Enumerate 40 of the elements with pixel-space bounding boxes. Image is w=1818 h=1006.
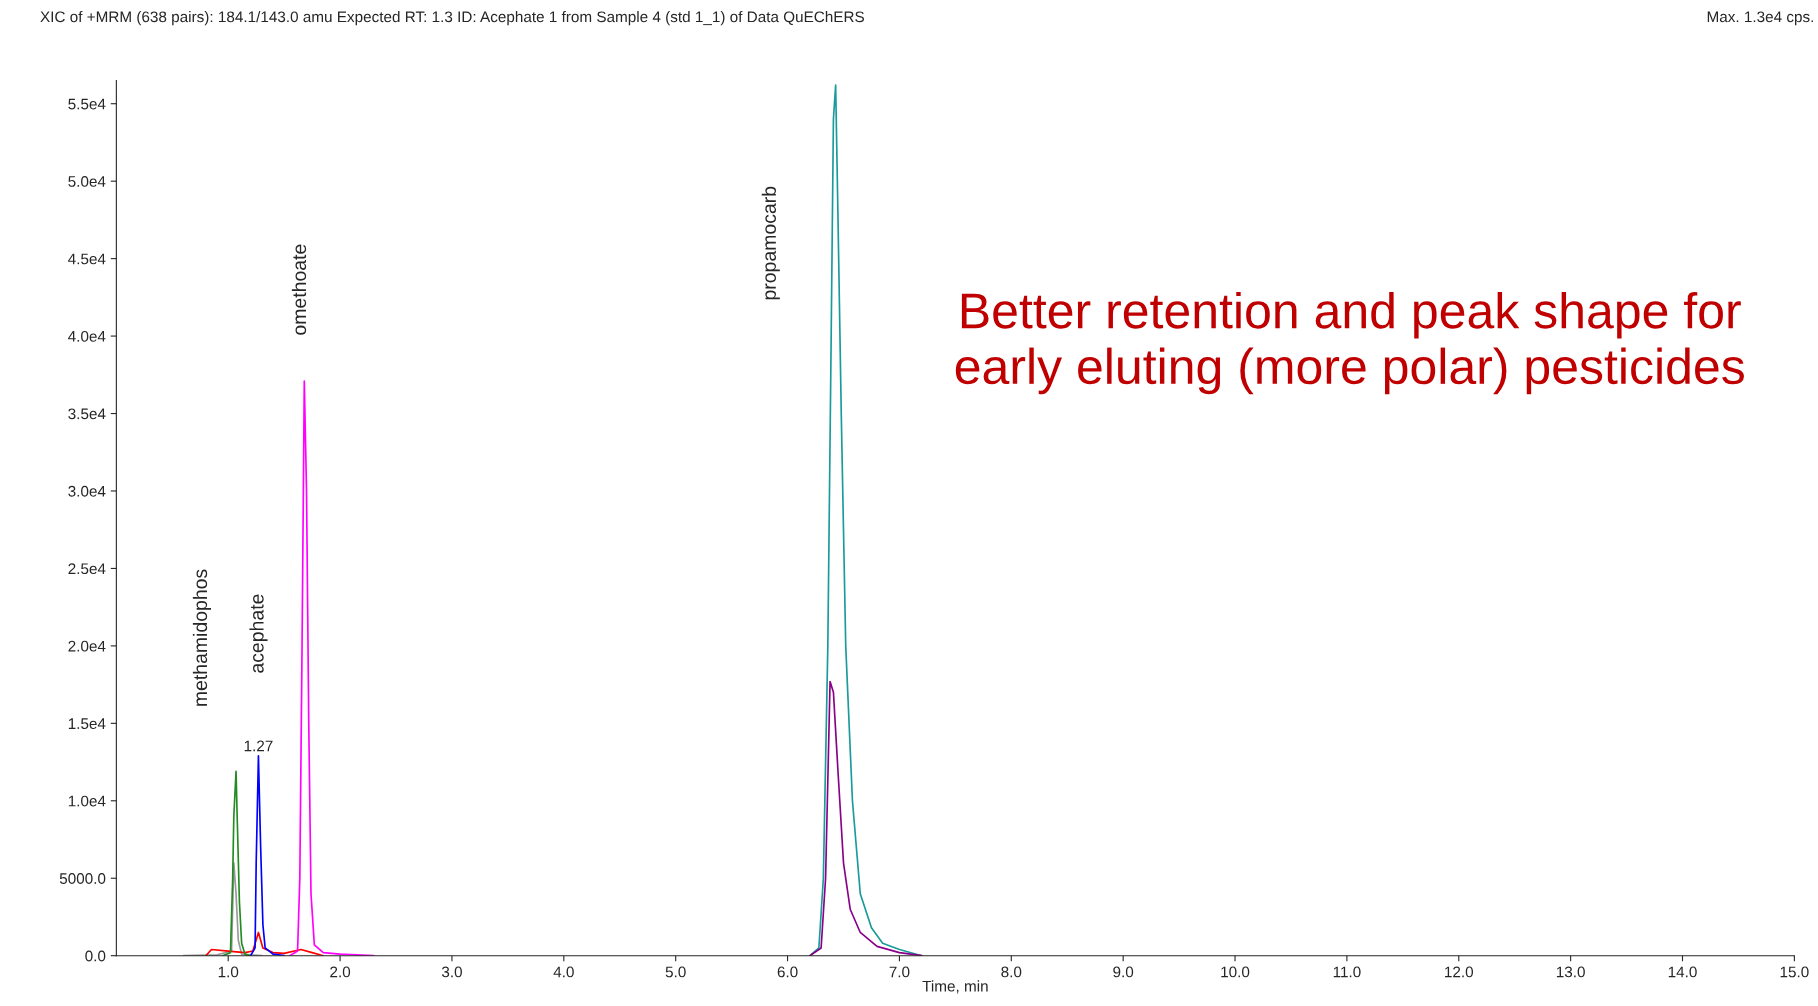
y-tick-label: 5.5e4 <box>68 98 106 110</box>
annotation: propamocarb <box>761 186 780 300</box>
x-tick-label: 12.0 <box>1445 966 1474 978</box>
line-series <box>249 755 285 956</box>
y-tick-label: 4.5e4 <box>68 253 106 265</box>
x-tick-label: 3.0 <box>441 966 462 978</box>
annotation: Better retention and peak shape for early eluting (more polar) pesticides <box>955 291 1744 395</box>
annotation: methamidophos <box>192 569 211 706</box>
annotation: 1.27 <box>244 740 273 752</box>
text: Max. 1.3e4 cps. <box>1707 11 1813 26</box>
y-tick-label: 3.0e4 <box>68 485 106 497</box>
annotation: omethoate <box>291 244 307 335</box>
x-tick-label: 14.0 <box>1668 966 1697 978</box>
x-tick-label: 7.0 <box>889 966 910 978</box>
x-axis-title: Time, min <box>922 980 988 994</box>
line-series <box>809 84 923 956</box>
line-series <box>205 931 325 956</box>
x-tick-label: 4.0 <box>553 966 574 978</box>
chart-title: XIC of +MRM (638 pairs): 184.1/143.0 amu Expected RT: 1.3 ID: Acephate 1 from Sample 4 (std 1_1) of Data QuEChERS <box>40 10 864 26</box>
y-tick-label: 3.5e4 <box>68 408 106 420</box>
line-series <box>221 770 252 956</box>
x-tick-label: 15.0 <box>1780 966 1809 978</box>
y-tick-label: 2.5e4 <box>68 563 106 575</box>
y-tick-label: 4.0e4 <box>68 330 106 342</box>
x-tick-label: 13.0 <box>1556 966 1585 978</box>
x-tick-label: 9.0 <box>1113 966 1134 978</box>
y-tick-label: 2.0e4 <box>68 640 106 652</box>
x-tick-label: 2.0 <box>330 966 351 978</box>
y-tick-label: 1.5e4 <box>68 718 106 730</box>
x-tick-label: 8.0 <box>1001 966 1022 978</box>
x-tick-label: 10.0 <box>1221 966 1250 978</box>
x-tick-label: 1.0 <box>218 966 239 978</box>
x-tick-label: 5.0 <box>665 966 686 978</box>
y-tick-label: 5.0e4 <box>68 176 106 187</box>
y-tick-label: 1.0e4 <box>68 795 106 807</box>
x-tick-label: 11.0 <box>1333 966 1361 978</box>
y-tick-label: 0.0 <box>85 950 106 962</box>
annotation: acephate <box>249 594 268 673</box>
y-tick-label: 5000.0 <box>59 873 106 884</box>
x-tick-label: 6.0 <box>777 966 798 978</box>
